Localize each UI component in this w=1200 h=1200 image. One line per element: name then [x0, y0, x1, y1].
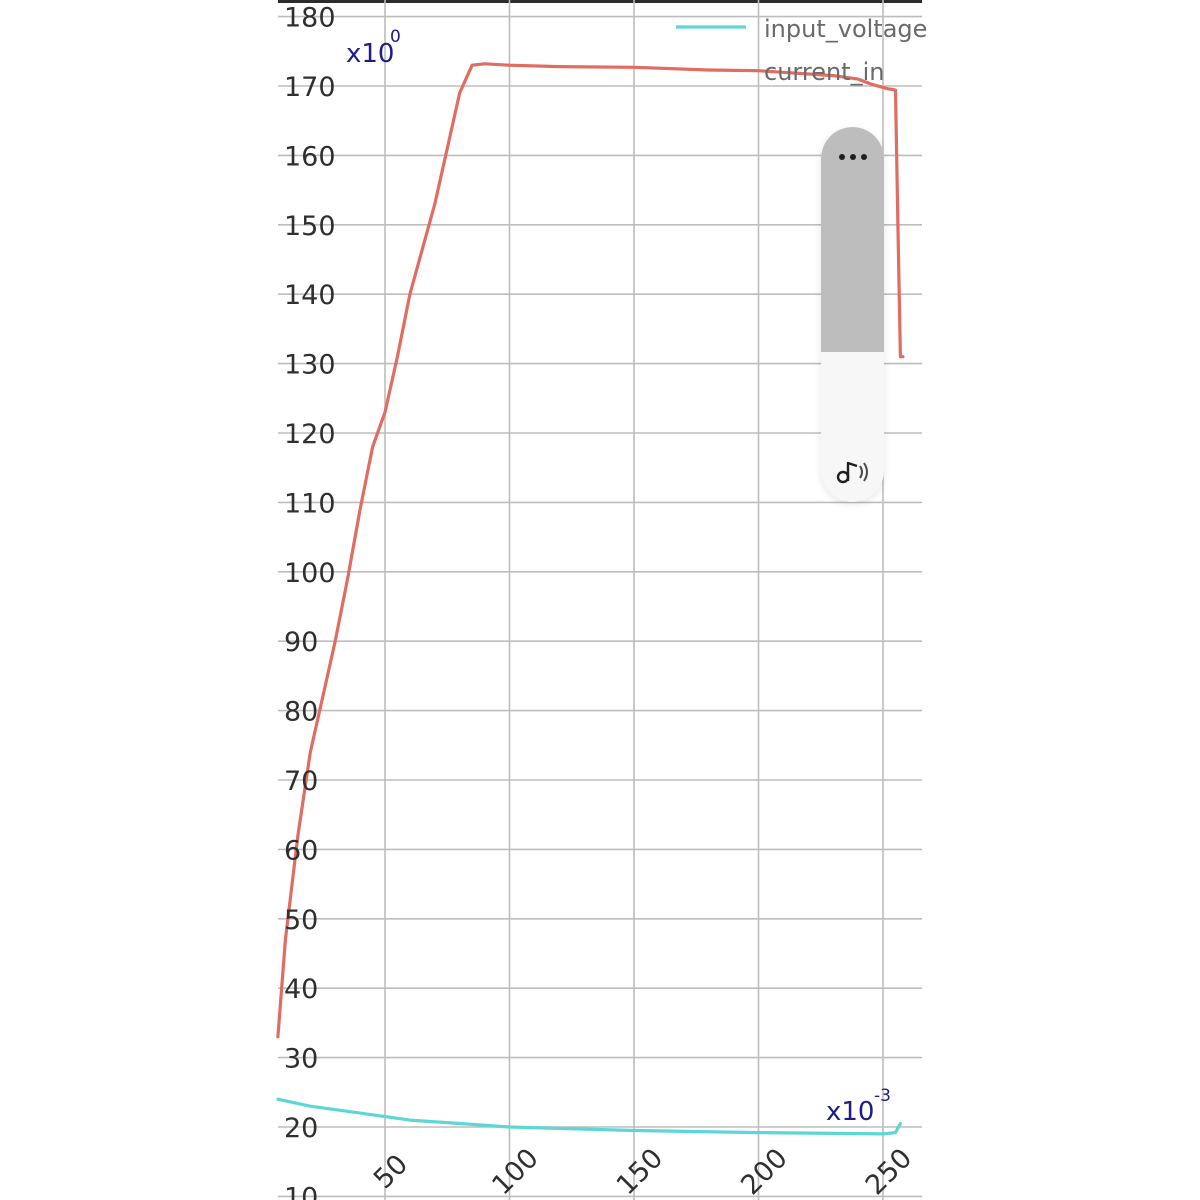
x-tick-label-200: 200	[735, 1143, 793, 1200]
legend-label-current-in: current_in	[764, 58, 884, 86]
y-axis-multiplier: x10 0	[346, 27, 401, 69]
y-tick-labels: 10 20 30 40 50 60 70 80 90 100 110 120 130 140 150 160 1…	[284, 3, 336, 1200]
y-tick-label-80: 80	[284, 697, 318, 728]
x-tick-label-50: 50	[368, 1149, 414, 1195]
x-tick-label-100: 100	[486, 1143, 544, 1200]
series-layer	[276, 62, 905, 1136]
grid-vertical	[384, 0, 884, 1200]
x-axis-multiplier: x10 -3	[826, 1086, 891, 1127]
legend: input_voltage current_in	[676, 15, 927, 86]
y-multiplier-base: x10	[346, 39, 394, 69]
y-tick-label-130: 130	[284, 350, 336, 381]
y-tick-label-170: 170	[284, 72, 336, 103]
y-tick-label-90: 90	[284, 627, 318, 658]
y-tick-label-150: 150	[284, 211, 336, 242]
y-tick-label-70: 70	[284, 766, 318, 797]
more-horizontal-icon[interactable]	[821, 145, 884, 169]
media-control-overlay[interactable]	[821, 127, 884, 502]
x-multiplier-exponent: -3	[874, 1086, 891, 1106]
legend-label-input-voltage: input_voltage	[764, 15, 927, 43]
y-tick-label-160: 160	[284, 141, 336, 172]
y-tick-label-110: 110	[284, 488, 336, 519]
y-tick-label-100: 100	[284, 558, 336, 589]
music-note-sound-icon[interactable]	[833, 455, 873, 489]
y-tick-label-10: 10	[284, 1182, 318, 1200]
y-tick-label-60: 60	[284, 835, 318, 866]
y-tick-label-30: 30	[284, 1044, 318, 1075]
y-tick-label-120: 120	[284, 419, 336, 450]
volume-slider-fill[interactable]	[821, 127, 884, 352]
x-tick-label-150: 150	[611, 1143, 669, 1200]
series-line-input-voltage	[276, 1097, 903, 1136]
x-tick-labels: 50 100 150 200 250	[368, 1143, 918, 1200]
y-multiplier-exponent: 0	[390, 27, 401, 47]
x-multiplier-base: x10	[826, 1097, 874, 1127]
y-tick-label-40: 40	[284, 974, 318, 1005]
y-tick-label-50: 50	[284, 905, 318, 936]
x-tick-label-250: 250	[860, 1143, 918, 1200]
y-tick-label-20: 20	[284, 1113, 318, 1144]
series-line-current-in	[276, 62, 905, 1039]
y-tick-label-140: 140	[284, 280, 336, 311]
y-tick-label-180: 180	[284, 3, 336, 34]
top-border	[278, 0, 922, 3]
